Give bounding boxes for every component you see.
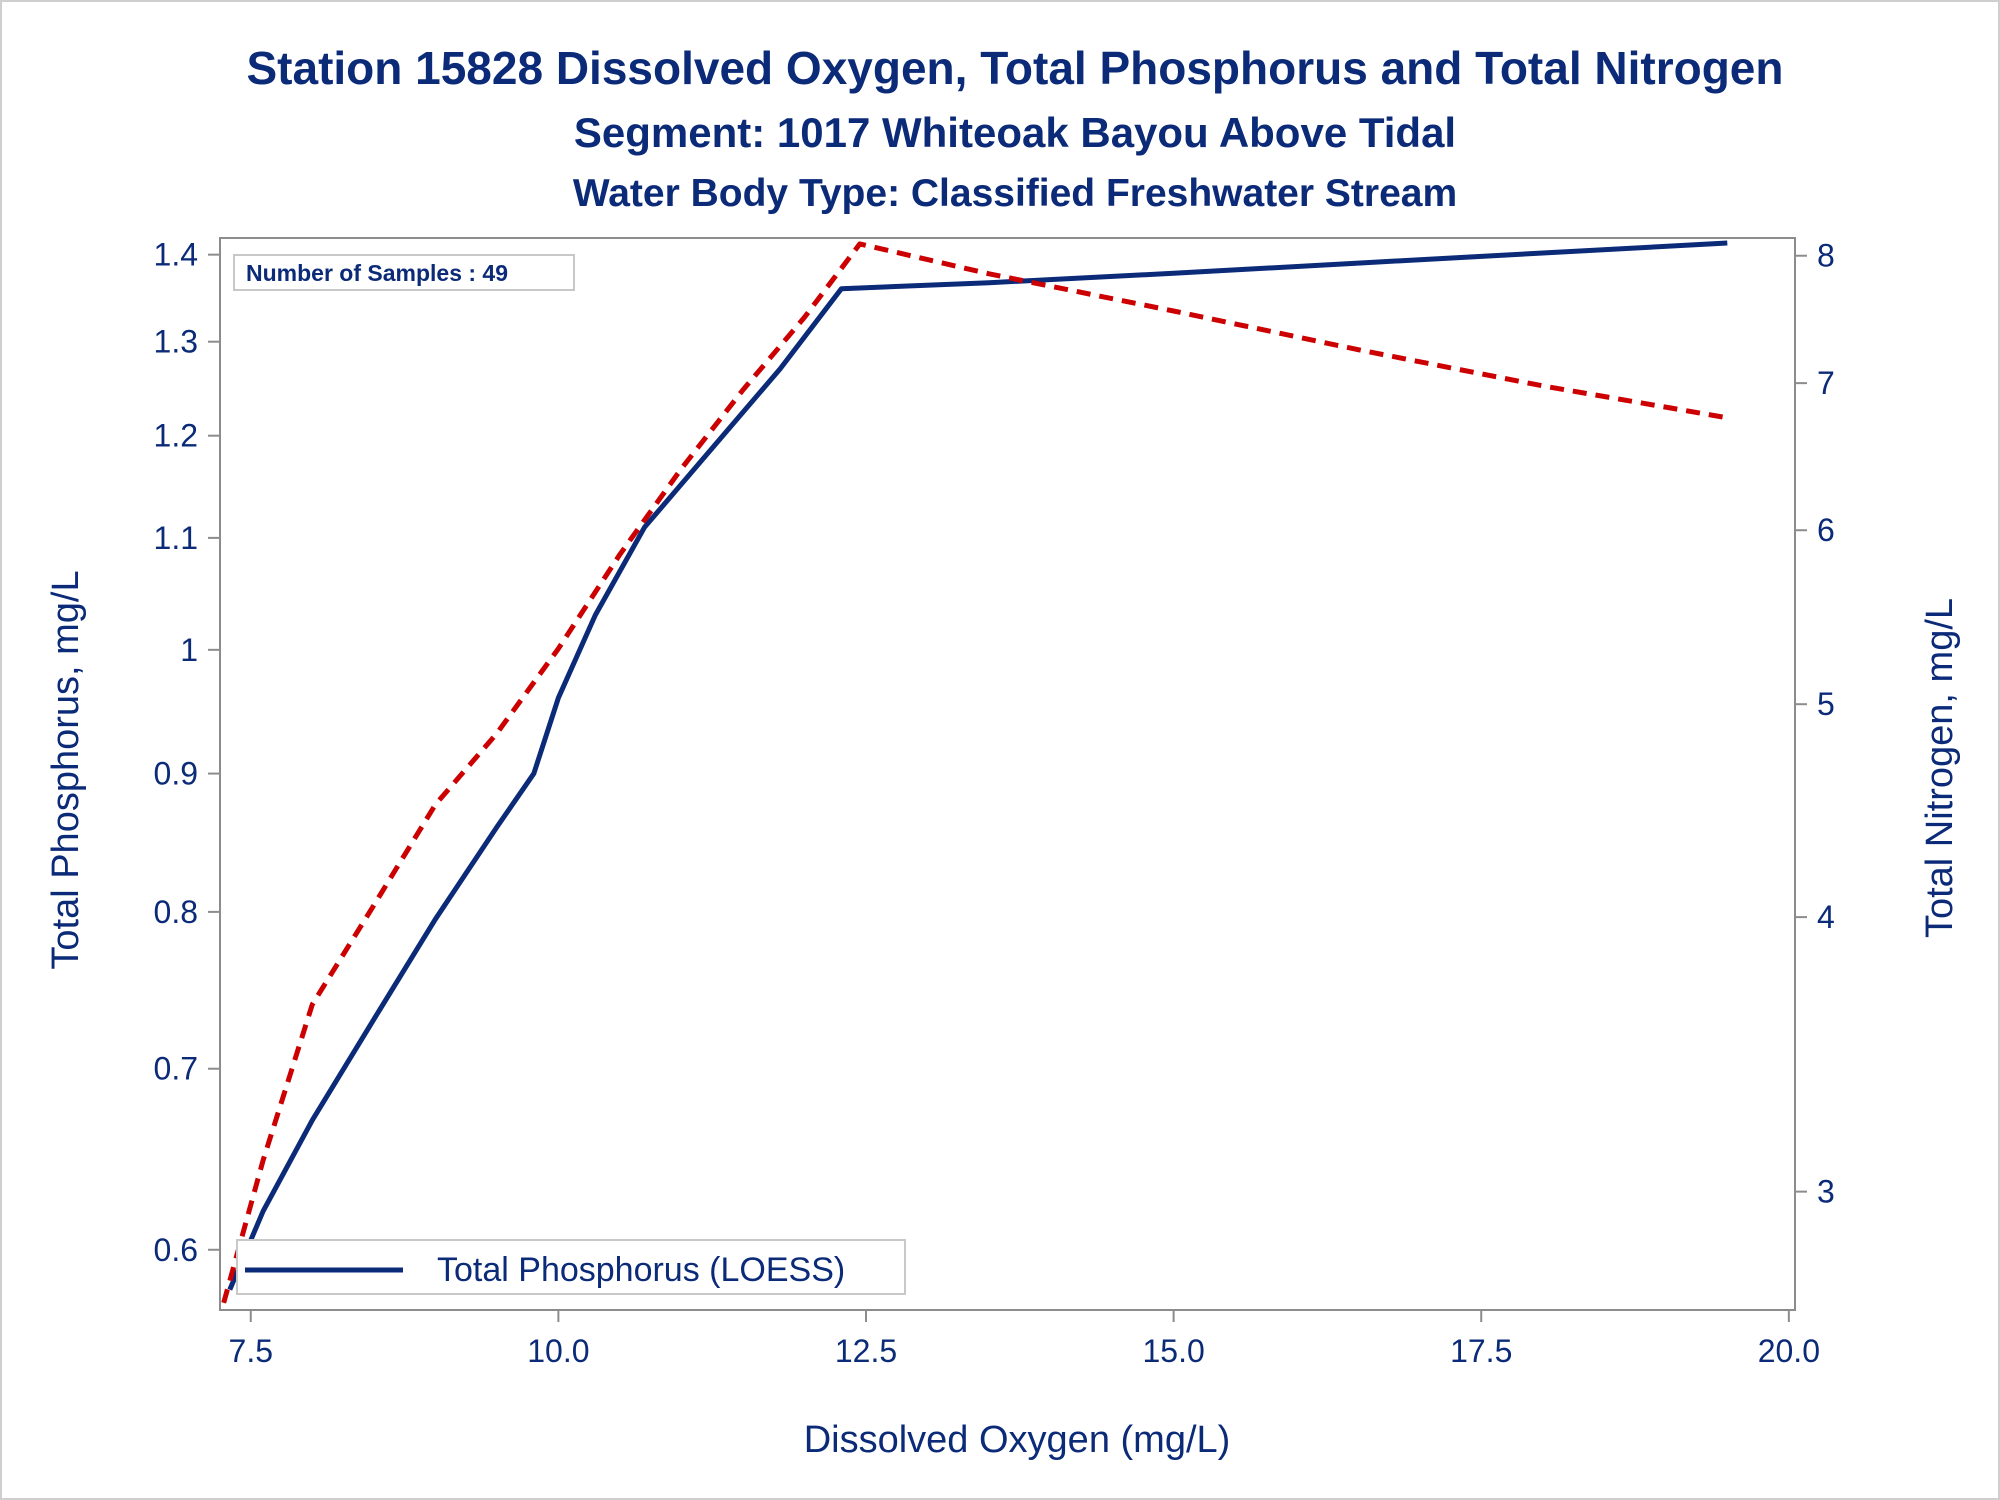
chart-subtitle-2: Water Body Type: Classified Freshwater S… xyxy=(573,172,1457,215)
y-right-tick-label: 5 xyxy=(1817,686,1835,722)
sample-count-box xyxy=(233,254,575,291)
y-axis-label-right: Total Nitrogen, mg/L xyxy=(1919,598,1961,938)
x-tick-label: 20.0 xyxy=(1758,1333,1820,1369)
y-left-tick-label: 1.1 xyxy=(154,520,198,556)
plot-area: 7.5 10.0 12.5 15.0 17.5 20.0 0.6 0.7 0.8 0.9 1 1.1 1… xyxy=(154,237,1835,1369)
y-left-tick-label: 0.6 xyxy=(154,1232,198,1268)
x-tick-label: 7.5 xyxy=(229,1333,273,1369)
y-left-tick-label: 0.9 xyxy=(154,756,198,792)
y-left-tick-label: 1.3 xyxy=(154,324,198,360)
y-right-tick-label: 6 xyxy=(1817,512,1835,548)
sample-count-text: Number of Samples : 49 xyxy=(246,260,508,286)
chart-subtitle: Segment: 1017 Whiteoak Bayou Above Tidal xyxy=(574,109,1456,156)
y-right-tick-label: 8 xyxy=(1817,238,1835,274)
y-left-tick-label: 1.2 xyxy=(154,418,198,454)
y-left-tick-label: 1 xyxy=(180,632,198,668)
y-right-tick-label: 7 xyxy=(1817,365,1835,401)
series-line-nitrogen xyxy=(221,241,1728,1304)
y-left-tick-label: 1.4 xyxy=(154,237,198,273)
chart-title: Station 15828 Dissolved Oxygen, Total Ph… xyxy=(246,42,1783,94)
x-tick-label: 10.0 xyxy=(527,1333,589,1369)
series-line-phosphorus xyxy=(227,240,1728,1291)
x-axis-label: Dissolved Oxygen (mg/L) xyxy=(804,1419,1231,1461)
y-left-tick-label: 0.8 xyxy=(154,894,198,930)
legend-box xyxy=(236,1239,906,1295)
legend-label-phosphorus: Total Phosphorus (LOESS) xyxy=(437,1251,845,1289)
x-tick-label: 17.5 xyxy=(1450,1333,1512,1369)
y-right-tick-label: 3 xyxy=(1817,1174,1835,1210)
x-tick-label: 15.0 xyxy=(1142,1333,1204,1369)
y-left-tick-label: 0.7 xyxy=(154,1051,198,1087)
x-tick-label: 12.5 xyxy=(835,1333,897,1369)
y-axis-label-left: Total Phosphorus, mg/L xyxy=(45,570,87,969)
y-right-tick-label: 4 xyxy=(1817,899,1835,935)
